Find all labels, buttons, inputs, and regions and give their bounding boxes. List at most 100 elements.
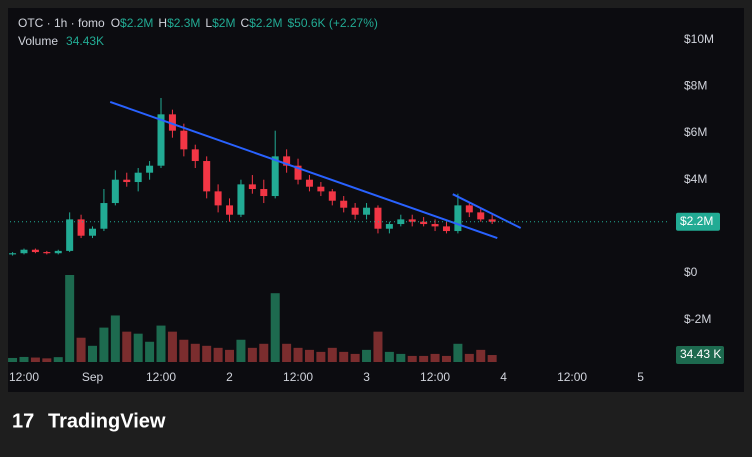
candle-body bbox=[248, 184, 256, 190]
x-tick-label: 2 bbox=[226, 370, 233, 384]
y-tick-label: $0 bbox=[684, 265, 698, 279]
candle-body bbox=[134, 172, 142, 183]
ohlc-value: $2.2M bbox=[249, 16, 282, 30]
candle-body bbox=[9, 253, 17, 255]
volume-bar bbox=[339, 351, 349, 362]
x-tick-label: Sep bbox=[82, 370, 104, 384]
volume-bar bbox=[259, 343, 269, 362]
ohlc-value: $2M bbox=[212, 16, 235, 30]
volume-bar bbox=[384, 351, 394, 362]
volume-bar bbox=[464, 353, 474, 362]
logo-mark: 17 bbox=[12, 410, 34, 432]
candle-body bbox=[488, 219, 496, 222]
y-tick-label: $-2M bbox=[684, 312, 711, 326]
last-price-label: $2.2M bbox=[680, 214, 713, 228]
ohlc-key: L bbox=[205, 16, 212, 30]
candle-body bbox=[237, 184, 245, 215]
volume-bar bbox=[270, 293, 280, 362]
ohlc-key: H bbox=[158, 16, 167, 30]
volume-bar bbox=[487, 355, 497, 362]
candle-body bbox=[77, 219, 85, 236]
candle-body bbox=[408, 219, 416, 222]
symbol: OTC · 1h · fomo bbox=[18, 16, 105, 30]
candle-body bbox=[420, 221, 428, 225]
y-tick-label: $6M bbox=[684, 125, 707, 139]
volume-bar bbox=[430, 353, 440, 362]
footer: 17 TradingView bbox=[12, 410, 166, 432]
trendline bbox=[452, 193, 522, 229]
candle-body bbox=[351, 207, 359, 215]
brand: TradingView bbox=[48, 410, 166, 432]
candle-body bbox=[111, 179, 119, 204]
change: $50.6K (+2.27%) bbox=[287, 16, 377, 30]
volume-bar bbox=[19, 356, 29, 362]
candle-body bbox=[226, 205, 234, 215]
volume-bar bbox=[350, 353, 360, 362]
volume-bar bbox=[202, 345, 212, 362]
volume-bar bbox=[327, 347, 337, 362]
candle-body bbox=[385, 224, 393, 229]
x-tick-label: 3 bbox=[363, 370, 370, 384]
candle-body bbox=[374, 207, 382, 229]
volume-bar bbox=[236, 339, 246, 362]
volume-bar bbox=[179, 339, 189, 362]
volume-bar bbox=[293, 347, 303, 362]
candle-body bbox=[214, 191, 222, 206]
legend-line: OTC · 1h · fomo O$2.2M H$2.3M L$2M C$2.2M $50… bbox=[18, 16, 378, 30]
candle-body bbox=[88, 228, 96, 236]
header: OTC · 1h · fomo O$2.2M H$2.3M L$2M C$2.2M $50… bbox=[18, 16, 378, 48]
ohlc-value: $2.2M bbox=[120, 16, 153, 30]
volume-bar bbox=[133, 333, 143, 362]
volume-bar bbox=[65, 275, 75, 362]
x-tick-label: 12:00 bbox=[420, 370, 450, 384]
x-tick-label: 5 bbox=[637, 370, 644, 384]
volume-bar bbox=[213, 347, 223, 362]
last-volume-label: 34.43 K bbox=[680, 347, 721, 361]
y-tick-label: $8M bbox=[684, 79, 707, 93]
volume-bar bbox=[87, 345, 97, 362]
volume-value: 34.43K bbox=[66, 34, 104, 48]
volume-title: Volume bbox=[18, 34, 58, 48]
x-tick-label: 12:00 bbox=[9, 370, 39, 384]
volume-bar bbox=[145, 341, 155, 362]
candle-body bbox=[43, 252, 51, 254]
candle-body bbox=[340, 200, 348, 208]
volume-bar bbox=[476, 349, 486, 362]
candle-body bbox=[123, 179, 131, 183]
candle-body bbox=[180, 130, 188, 150]
volume-bar bbox=[316, 351, 326, 362]
candle-body bbox=[454, 205, 462, 232]
ohlc-key: O bbox=[111, 16, 120, 30]
candle-body bbox=[363, 207, 371, 215]
candle-body bbox=[20, 249, 28, 254]
volume-bar bbox=[190, 343, 200, 362]
volume-bar bbox=[304, 349, 314, 362]
candle-body bbox=[397, 219, 405, 225]
volume-bar bbox=[441, 355, 451, 362]
x-tick-label: 12:00 bbox=[557, 370, 587, 384]
y-tick-label: $4M bbox=[684, 172, 707, 186]
candle-body bbox=[54, 250, 62, 254]
volume-bar bbox=[99, 327, 109, 362]
volume-bar bbox=[225, 349, 235, 362]
volume-bar bbox=[407, 355, 417, 362]
candle-body bbox=[260, 189, 268, 197]
volume-bar bbox=[396, 353, 406, 362]
volume-bar bbox=[247, 347, 257, 362]
candle-body bbox=[442, 226, 450, 232]
candle-body bbox=[477, 212, 485, 220]
candle-body bbox=[305, 179, 313, 187]
candle-body bbox=[168, 114, 176, 131]
candle-body bbox=[431, 224, 439, 227]
x-tick-label: 4 bbox=[500, 370, 507, 384]
volume-bar bbox=[8, 357, 18, 362]
chart-panel bbox=[8, 8, 744, 392]
candle-body bbox=[31, 249, 39, 253]
volume-bar bbox=[419, 355, 429, 362]
volume-bar bbox=[156, 325, 166, 362]
candle-body bbox=[465, 205, 473, 213]
volume-bar bbox=[373, 331, 383, 362]
candle-body bbox=[271, 156, 279, 197]
ohlc-key: C bbox=[240, 16, 249, 30]
volume-bar bbox=[53, 357, 63, 362]
